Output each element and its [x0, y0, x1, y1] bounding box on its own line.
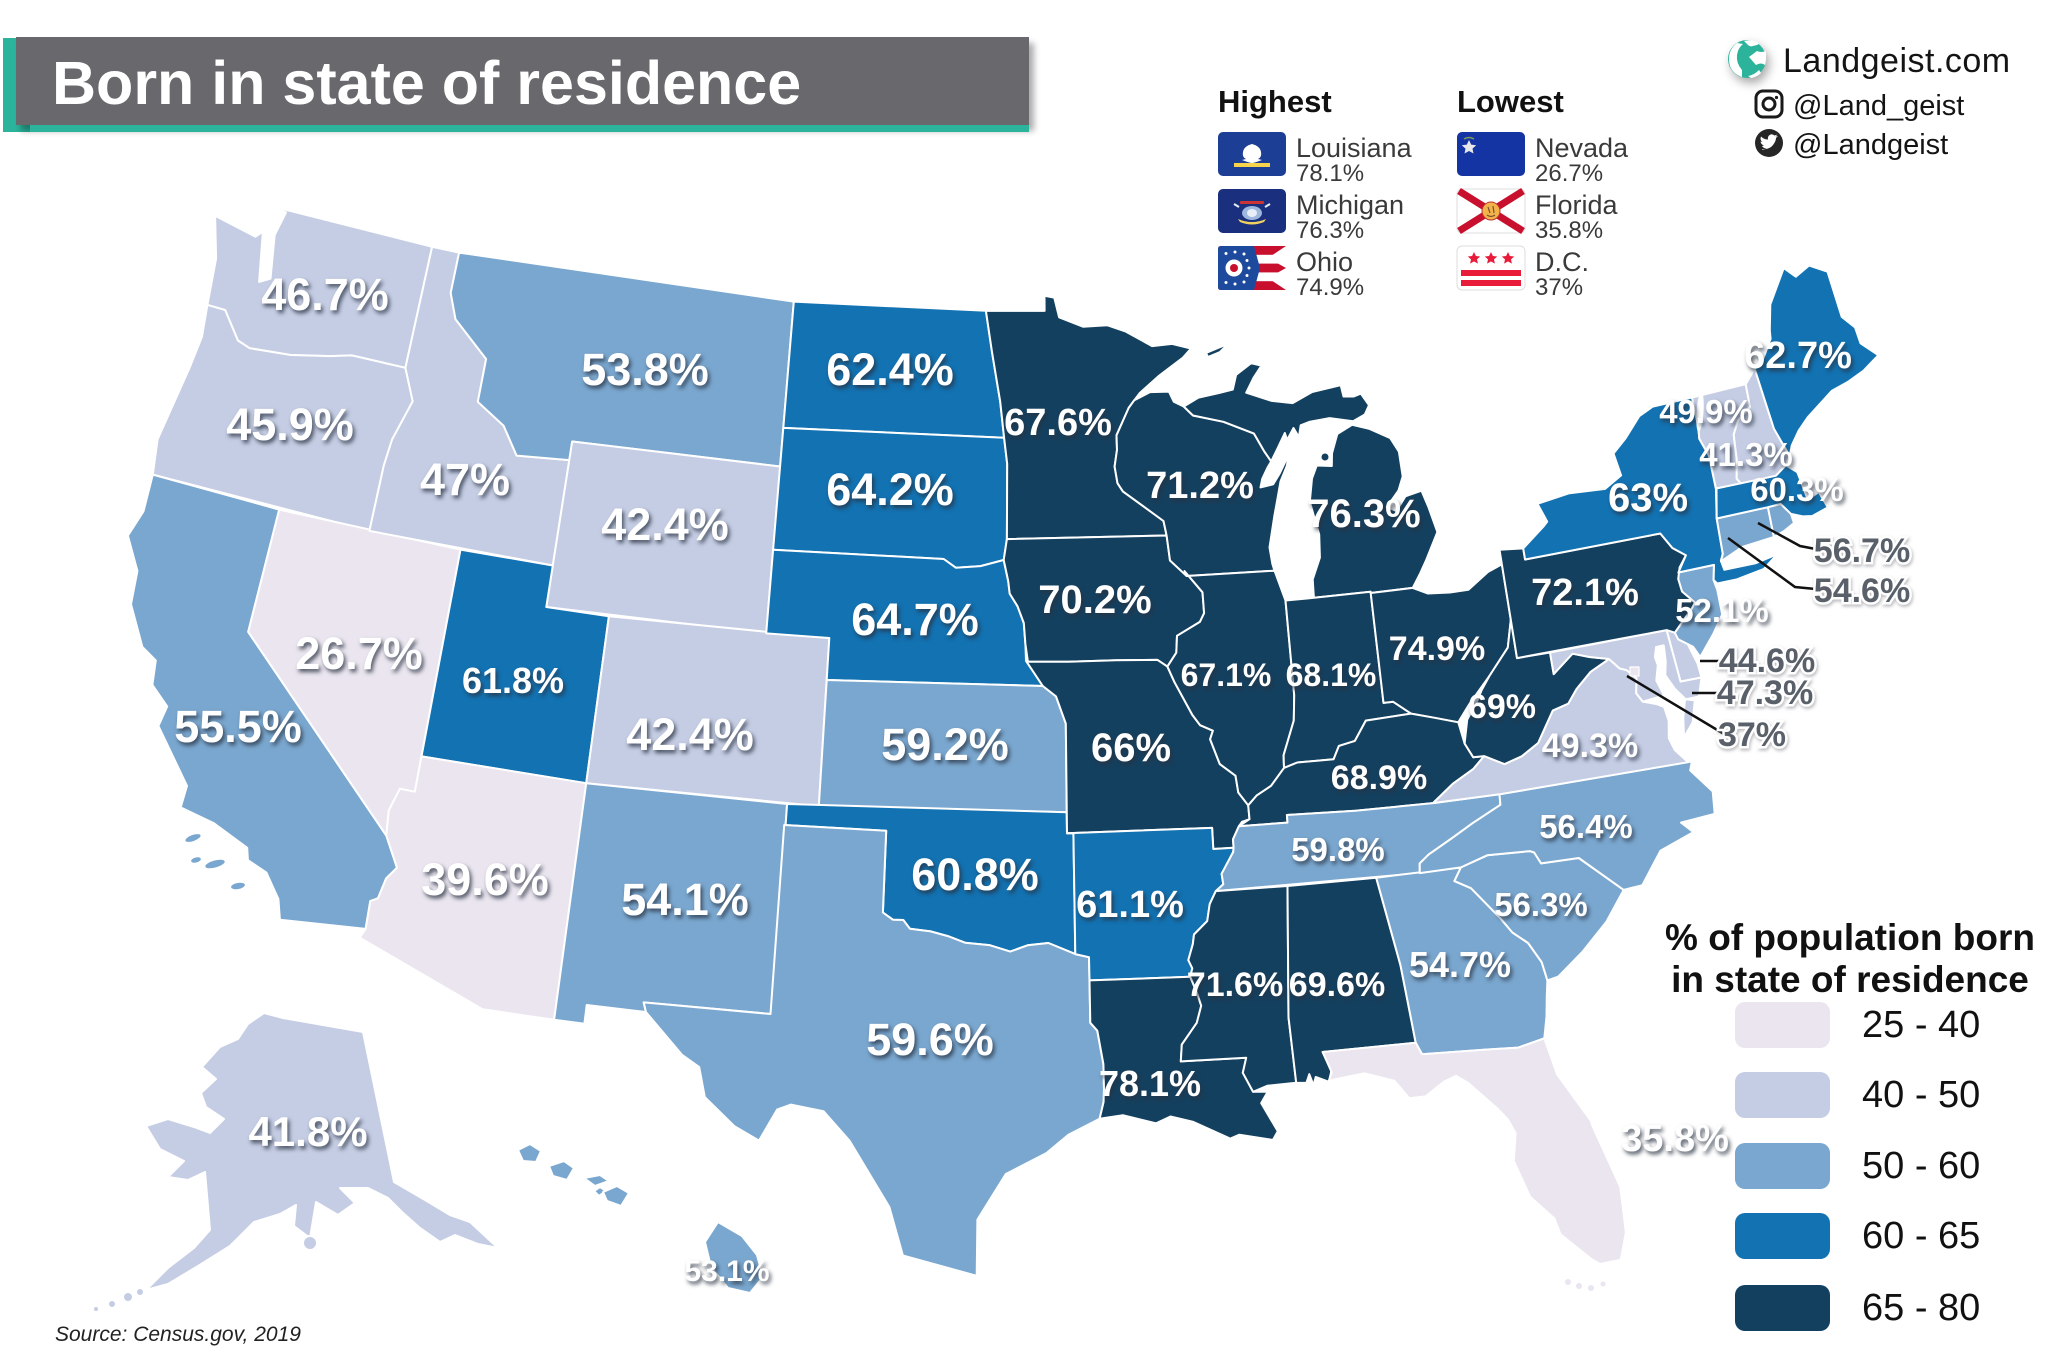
svg-text:37%: 37%: [1718, 716, 1786, 754]
svg-text:67.6%: 67.6%: [1004, 402, 1112, 444]
svg-text:39.6%: 39.6%: [421, 854, 549, 905]
svg-text:41.8%: 41.8%: [248, 1108, 367, 1155]
svg-text:41.3%: 41.3%: [1699, 436, 1793, 473]
svg-text:74.9%: 74.9%: [1389, 630, 1485, 668]
svg-text:52.1%: 52.1%: [1675, 592, 1769, 629]
svg-text:68.1%: 68.1%: [1286, 657, 1377, 693]
svg-text:72.1%: 72.1%: [1531, 572, 1639, 614]
svg-text:42.4%: 42.4%: [626, 709, 754, 760]
svg-text:45.9%: 45.9%: [226, 399, 354, 450]
svg-text:71.2%: 71.2%: [1146, 465, 1254, 507]
svg-text:44.6%: 44.6%: [1719, 642, 1815, 680]
svg-text:70.2%: 70.2%: [1038, 578, 1151, 622]
svg-text:68.9%: 68.9%: [1331, 759, 1427, 797]
svg-text:53.1%: 53.1%: [684, 1255, 769, 1288]
svg-text:69.6%: 69.6%: [1289, 966, 1385, 1004]
svg-text:66%: 66%: [1091, 726, 1171, 770]
svg-text:76.3%: 76.3%: [1307, 492, 1420, 536]
svg-text:60.3%: 60.3%: [1750, 471, 1844, 508]
svg-text:59.6%: 59.6%: [866, 1014, 994, 1065]
svg-text:60.8%: 60.8%: [911, 849, 1039, 900]
svg-text:71.6%: 71.6%: [1187, 966, 1283, 1004]
svg-text:47%: 47%: [420, 454, 510, 505]
svg-text:67.1%: 67.1%: [1181, 657, 1272, 693]
svg-text:59.8%: 59.8%: [1291, 831, 1385, 868]
svg-text:56.4%: 56.4%: [1539, 808, 1633, 845]
svg-text:63%: 63%: [1608, 476, 1688, 520]
svg-text:64.7%: 64.7%: [851, 594, 979, 645]
svg-text:56.3%: 56.3%: [1494, 886, 1588, 923]
svg-text:54.6%: 54.6%: [1814, 572, 1910, 610]
svg-text:53.8%: 53.8%: [581, 344, 709, 395]
svg-text:54.1%: 54.1%: [621, 874, 749, 925]
svg-text:42.4%: 42.4%: [601, 499, 729, 550]
svg-text:26.7%: 26.7%: [295, 628, 423, 679]
svg-text:54.7%: 54.7%: [1409, 944, 1511, 985]
svg-text:61.8%: 61.8%: [462, 660, 564, 701]
svg-text:62.7%: 62.7%: [1744, 335, 1852, 377]
svg-text:55.5%: 55.5%: [174, 701, 302, 752]
svg-text:35.8%: 35.8%: [1621, 1118, 1729, 1160]
svg-text:49.9%: 49.9%: [1659, 393, 1753, 430]
svg-text:78.1%: 78.1%: [1099, 1063, 1201, 1104]
svg-text:56.7%: 56.7%: [1814, 532, 1910, 570]
svg-text:47.3%: 47.3%: [1717, 674, 1813, 712]
svg-text:64.2%: 64.2%: [826, 464, 954, 515]
svg-text:59.2%: 59.2%: [881, 719, 1009, 770]
svg-text:46.7%: 46.7%: [261, 269, 389, 320]
svg-text:62.4%: 62.4%: [826, 344, 954, 395]
svg-text:49.3%: 49.3%: [1542, 727, 1638, 765]
svg-text:69%: 69%: [1468, 688, 1536, 726]
svg-text:61.1%: 61.1%: [1076, 884, 1184, 926]
